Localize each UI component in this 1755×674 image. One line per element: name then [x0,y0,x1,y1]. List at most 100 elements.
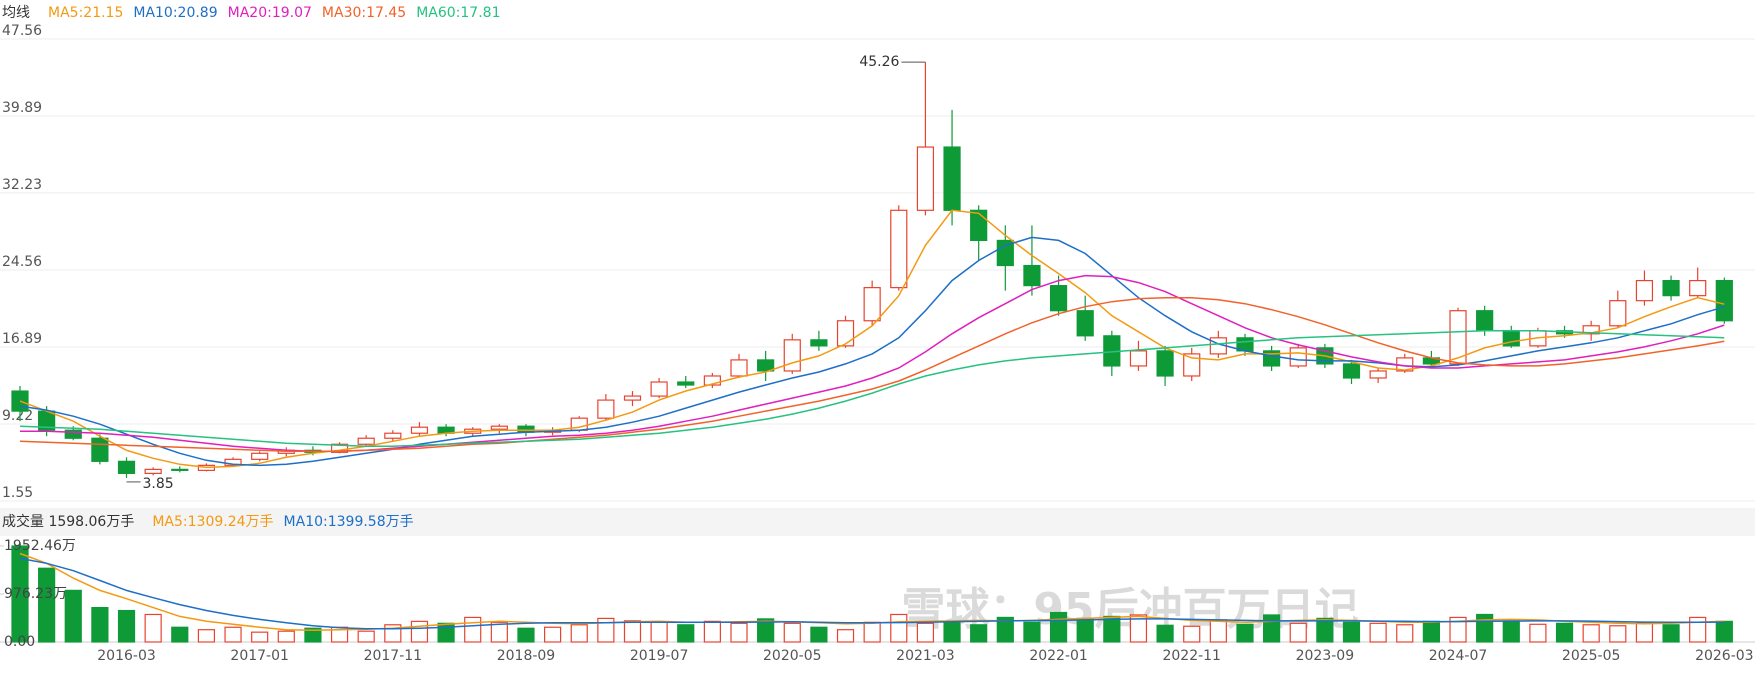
volume-bar [1049,611,1068,643]
volume-bar [38,567,56,643]
candle-body [1369,370,1387,379]
volume-bar [1263,614,1281,643]
volume-bar [677,624,695,643]
candle-body [144,468,162,474]
volume-bar [1396,624,1414,643]
candle-body [970,209,988,242]
x-tick-label: 2018-09 [497,648,556,664]
volume-bar [1715,620,1733,643]
volume-bar [91,606,109,643]
candle-body [1715,279,1733,322]
candle-body [117,460,136,474]
volume-bar [517,627,535,643]
volume-bar [1635,621,1654,643]
volume-bar [1316,617,1334,643]
volume-bar [1076,617,1094,643]
legend-entry: MA10:20.89 [133,5,217,21]
x-tick-label: 2017-11 [364,648,423,664]
volume-bar [1502,620,1520,643]
candle-body [490,425,508,430]
volume-ma-line [19,557,1725,630]
volume-bar [1156,624,1174,643]
x-tick-label: 2022-11 [1162,648,1221,664]
candle-body [677,381,695,386]
candle-body [597,399,615,419]
candle-body [1049,285,1068,312]
y-tick-label: 47.56 [2,23,42,39]
candle-body [943,146,961,211]
volume-bar [464,616,482,643]
candle-body [1129,350,1148,367]
candle-body [810,339,828,347]
x-tick-label: 2026-03 [1695,648,1754,664]
x-tick-label: 2017-01 [230,648,289,664]
candle-body [730,359,748,377]
volume-bar [1023,621,1041,643]
volume-bar [996,616,1014,643]
volume-bar [277,630,295,643]
volume-bar [144,613,162,643]
ma-line [19,209,1725,469]
volume-bar [1103,615,1121,643]
volume-bar [570,624,588,643]
volume-bar [730,622,748,643]
low-label: 3.85 [143,476,174,492]
volume-bar [810,626,828,643]
candle-body [410,426,429,434]
candle-body [1635,279,1654,302]
volume-bar [1662,624,1680,643]
volume-bar [197,629,216,643]
volume-bar [1342,621,1361,643]
ma-line [19,296,1725,453]
volume-bar [304,627,322,643]
candle-body [1076,310,1094,337]
y-tick-label: 16.89 [2,331,42,347]
volume-bar [1555,622,1574,643]
candle-body [64,429,82,439]
candle-body [11,390,29,412]
volume-header-band [0,508,1755,536]
candle-body [1156,350,1174,377]
volume-bar [890,613,908,643]
x-tick-label: 2024-07 [1429,648,1488,664]
candle-body [384,432,402,439]
candle-body [703,375,721,386]
legend-entry: MA5:21.15 [48,5,123,21]
legend-entry: MA5:1309.24万手 [152,514,273,530]
candle-body [171,468,189,471]
volume-bar [1476,613,1494,643]
volume-bar [64,589,82,643]
y-tick-label: 9.22 [2,408,33,424]
volume-bar [943,620,961,643]
y-tick-label: 976.23万 [4,586,67,602]
candle-body [357,437,375,445]
candle-body [1449,310,1467,365]
ma-line [19,330,1725,448]
candle-body [863,287,881,322]
volume-bar [490,621,508,643]
volume-bar [1369,622,1387,643]
candle-body [1289,347,1307,367]
volume-bar [650,621,668,643]
volume-bar [1609,625,1627,643]
candle-body [1023,264,1041,287]
candle-body [251,452,269,460]
candle-body [330,443,349,453]
candle-body [1342,363,1361,379]
legend-entry: MA20:19.07 [228,5,312,21]
volume-bar [863,621,881,643]
legend-title: 均线 [2,5,30,21]
candle-body [757,359,775,372]
y-tick-label: 32.23 [2,177,42,193]
candle-body [1609,300,1627,327]
volume-title: 成交量 1598.06万手 [2,513,134,530]
legend-entry: MA30:17.45 [322,5,406,21]
volume-bar [11,545,29,643]
volume-ma-line [19,552,1725,631]
high-label: 45.26 [859,54,899,70]
candle-body [1183,353,1201,377]
candle-body [836,320,855,347]
volume-bar [1289,622,1307,643]
volume-bar [836,629,855,643]
ma-line [19,236,1725,467]
